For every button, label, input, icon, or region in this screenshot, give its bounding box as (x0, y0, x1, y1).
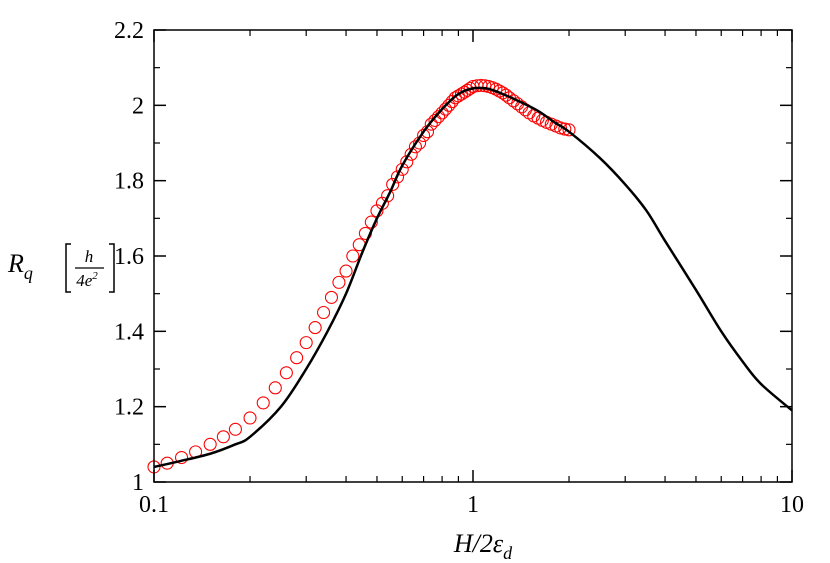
data-point (175, 450, 189, 465)
data-point (346, 249, 360, 263)
data-point (386, 177, 400, 191)
data-point (324, 290, 339, 304)
data-point (390, 170, 405, 184)
y-tick-label: 1.6 (114, 244, 144, 270)
marker-series (147, 78, 576, 474)
data-point (428, 113, 442, 127)
data-point (381, 189, 395, 203)
line-series (153, 86, 793, 469)
y-tick-label: 2.2 (114, 18, 144, 44)
x-axis-label: H/2εd (453, 529, 513, 563)
data-point (417, 128, 431, 143)
y-label-numerator: h (85, 247, 94, 266)
data-point (256, 396, 270, 410)
y-axis-label: Rq h 4e2 (7, 243, 115, 293)
y-label-denominator: 4e2 (76, 270, 98, 290)
data-point (562, 123, 576, 137)
data-point (228, 422, 242, 436)
data-point (299, 336, 313, 350)
y-tick-label: 2 (132, 93, 144, 119)
x-tick-label: 0.1 (139, 492, 169, 518)
data-point (332, 275, 346, 289)
data-point (432, 110, 446, 124)
axis-ticks (153, 29, 793, 483)
x-tick-label: 10 (780, 492, 804, 518)
data-point (279, 366, 293, 380)
data-point (268, 381, 282, 395)
plot-frame (153, 29, 793, 483)
data-point (339, 264, 353, 278)
data-point (243, 411, 257, 425)
data-point (216, 430, 230, 444)
y-tick-label: 1.8 (114, 169, 144, 195)
data-point (442, 98, 456, 112)
x-tick-label: 1 (467, 492, 479, 518)
theory-curve (153, 86, 793, 469)
data-point (408, 140, 422, 154)
data-point (203, 437, 217, 451)
y-tick-label: 1.2 (114, 395, 144, 421)
data-point (308, 321, 322, 335)
data-point (438, 102, 453, 116)
data-point (290, 351, 304, 365)
data-point (435, 106, 449, 120)
svg-text:Rq: Rq (7, 249, 33, 283)
data-point (558, 122, 572, 136)
y-tick-label: 1.4 (114, 319, 144, 345)
data-point (424, 117, 438, 131)
data-point (316, 305, 331, 320)
y-tick-label: 1 (132, 470, 144, 496)
